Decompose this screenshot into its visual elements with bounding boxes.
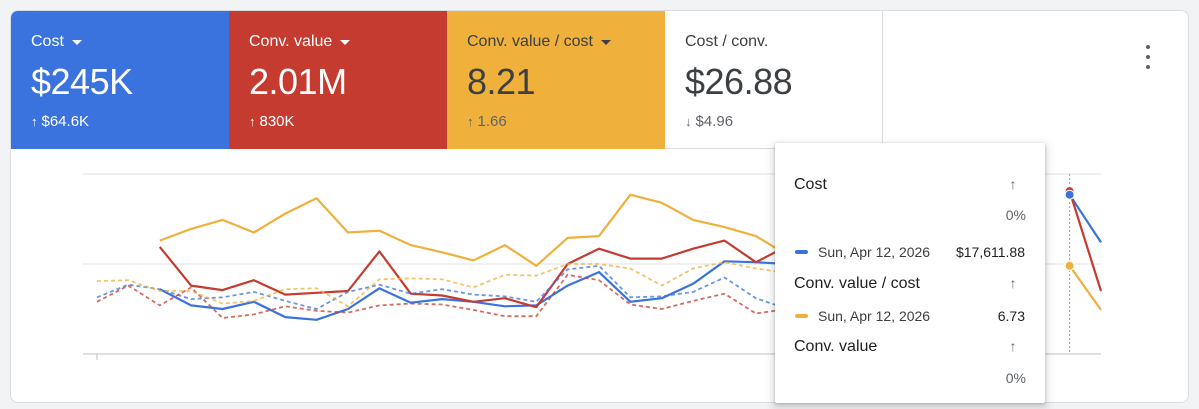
chart-tooltip: Cost ↑ 0% Sun, Apr 12, 2026 $17,611.88 C…: [775, 143, 1045, 403]
dropdown-caret-icon[interactable]: [340, 39, 351, 45]
arrow-up-icon: ↑: [31, 114, 38, 129]
arrow-up-icon: ↑: [1009, 275, 1017, 291]
kebab-dot: [1146, 45, 1150, 49]
series-line-cost-previous: [96, 264, 788, 310]
kebab-dot: [1146, 65, 1150, 69]
tooltip-title-conv-value-per-cost: Conv. value / cost: [794, 275, 920, 292]
metric-tile-cost-per-conv[interactable]: Cost / conv. $26.88 ↓ $4.96: [665, 11, 883, 149]
series-line-conv-value-cost: [159, 193, 788, 267]
dropdown-caret-icon[interactable]: [71, 39, 82, 45]
tooltip-pct-cost: 0%: [1005, 207, 1026, 223]
series-line-conv-value-cost: [1068, 265, 1102, 311]
metric-value-conv-value: 2.01M: [249, 61, 347, 102]
arrow-up-icon: ↑: [1009, 176, 1017, 192]
metric-tile-conv-value-per-cost[interactable]: Conv. value / cost 8.21 ↑ 1.66: [447, 11, 665, 149]
kebab-dot: [1146, 55, 1150, 59]
metric-label-cost[interactable]: Cost: [31, 33, 229, 51]
metric-tile-conv-value[interactable]: Conv. value 2.01M ↑ 830K: [229, 11, 447, 149]
arrow-up-icon: ↑: [467, 114, 474, 129]
more-vert-icon[interactable]: [1142, 45, 1154, 69]
metric-value-conv-value-per-cost: 8.21: [467, 61, 536, 102]
metric-delta-conv-value-per-cost: ↑ 1.66: [467, 113, 507, 130]
series-line-conv-value: [1068, 190, 1103, 292]
tooltip-row-cost: Sun, Apr 12, 2026 $17,611.88: [795, 244, 1025, 260]
metric-label-cost-per-conv[interactable]: Cost / conv.: [685, 33, 769, 50]
series-line-conv-value-previous: [96, 273, 788, 319]
dropdown-caret-icon[interactable]: [600, 39, 611, 45]
arrow-up-icon: ↑: [249, 114, 256, 129]
metric-delta-cost-per-conv: ↓ $4.96: [685, 113, 734, 130]
metric-value-cost-per-conv: $26.88: [685, 61, 793, 102]
metric-delta-cost: ↑ $64.6K: [31, 113, 90, 130]
hover-point-conv-value-cost: [1064, 260, 1075, 271]
arrow-down-icon: ↓: [685, 114, 692, 129]
metric-label-conv-value-per-cost[interactable]: Conv. value / cost: [467, 33, 665, 51]
series-swatch-conv-value-per-cost: [795, 314, 808, 318]
tooltip-pct-conv-value: 0%: [1005, 370, 1026, 386]
series-line-cost: [1068, 194, 1102, 244]
series-line-conv-value: [158, 239, 788, 309]
metric-label-conv-value[interactable]: Conv. value: [249, 33, 447, 51]
tooltip-title-conv-value: Conv. value: [794, 338, 878, 355]
metric-tiles: Cost $245K ↑ $64.6K Conv. value 2.01M ↑ …: [11, 11, 883, 149]
hover-point-cost: [1064, 189, 1075, 200]
metric-value-cost: $245K: [31, 61, 133, 102]
metric-tile-cost[interactable]: Cost $245K ↑ $64.6K: [11, 11, 229, 149]
metric-delta-conv-value: ↑ 830K: [249, 113, 295, 130]
series-swatch-cost: [795, 250, 808, 254]
series-line-conv-value-cost-previous: [96, 261, 788, 308]
series-line-cost: [159, 260, 788, 321]
tooltip-row-conv-value-per-cost: Sun, Apr 12, 2026 6.73: [795, 308, 1025, 324]
arrow-up-icon: ↑: [1009, 338, 1017, 354]
tooltip-title-cost: Cost: [794, 176, 827, 193]
